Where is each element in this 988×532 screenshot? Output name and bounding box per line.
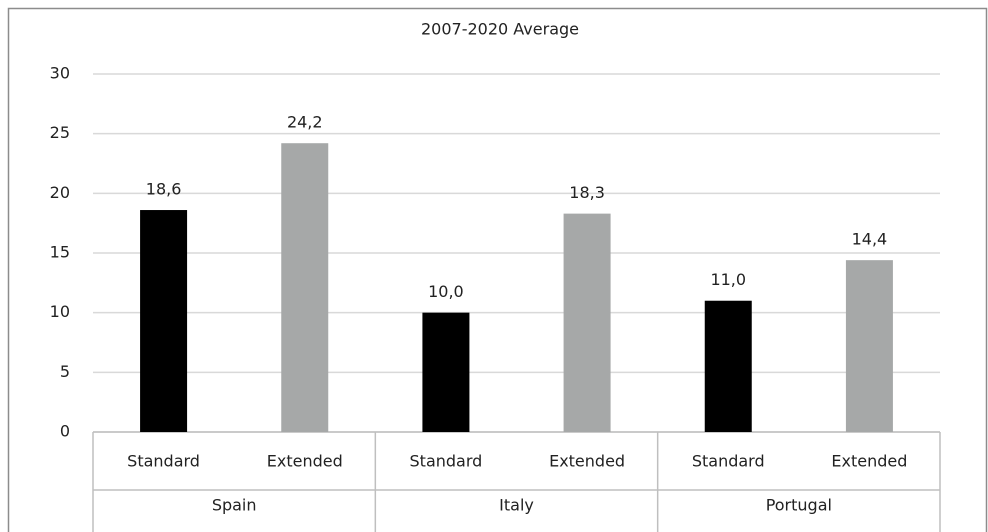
bar (281, 143, 329, 433)
y-tick-label: 10 (50, 302, 70, 321)
x-tick-label: Extended (549, 452, 625, 471)
bar (704, 300, 752, 432)
y-tick-label: 15 (50, 243, 70, 262)
group-label: Spain (212, 496, 257, 515)
y-tick-label: 0 (60, 422, 70, 441)
x-tick-label: Extended (267, 452, 343, 471)
value-label: 10,0 (428, 282, 464, 301)
bar (563, 213, 611, 432)
group-label: Portugal (766, 496, 832, 515)
value-label: 24,2 (287, 113, 323, 132)
chart-title: 2007-2020 Average (421, 20, 579, 39)
value-label: 18,3 (569, 183, 605, 202)
bar (140, 210, 188, 432)
x-tick-label: Extended (831, 452, 907, 471)
value-label: 14,4 (852, 230, 888, 249)
x-tick-label: Standard (127, 452, 200, 471)
group-label: Italy (499, 496, 534, 515)
x-tick-label: Standard (410, 452, 483, 471)
bar (845, 260, 893, 432)
y-tick-label: 20 (50, 183, 70, 202)
value-label: 11,0 (710, 270, 746, 289)
bar (422, 312, 470, 432)
y-tick-label: 5 (60, 362, 70, 381)
x-tick-label: Standard (692, 452, 765, 471)
value-label: 18,6 (146, 180, 182, 199)
y-tick-label: 30 (50, 64, 70, 83)
y-tick-label: 25 (50, 123, 70, 142)
